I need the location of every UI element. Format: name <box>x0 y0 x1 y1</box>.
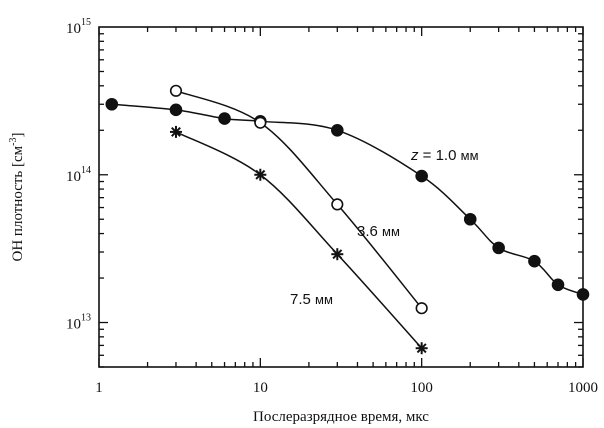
plot-frame <box>98 26 584 368</box>
asterisk-point <box>254 168 267 181</box>
open-circle-point <box>331 198 344 211</box>
fit-curve-3 <box>175 131 423 349</box>
series-label-3: 7.5 мм <box>290 291 333 308</box>
y-axis-title: OH плотность [см-3] <box>8 133 26 262</box>
filled-circle-point <box>105 97 119 111</box>
y-tick-label-exp: 13 <box>81 313 91 324</box>
open-circle-point <box>254 116 267 129</box>
asterisk-point <box>169 125 182 138</box>
filled-circle-point <box>551 278 565 292</box>
series-label-1: z = 1.0 мм <box>410 147 479 164</box>
series-label-2: 3.6 мм <box>357 223 400 240</box>
y-axis-title-base: OH плотность [см <box>10 145 26 261</box>
y-tick-label: 1015 <box>66 17 91 37</box>
asterisk-stroke <box>416 343 427 354</box>
y-tick-label: 1013 <box>66 313 91 333</box>
x-axis-title: Послеразрядное время, мкс <box>253 409 429 425</box>
filled-circle-point <box>218 112 231 125</box>
filled-circle-point <box>463 212 477 226</box>
y-tick-label-base: 10 <box>66 21 81 37</box>
fit-curves <box>111 90 584 349</box>
series-label-value: = 1.0 <box>419 147 461 164</box>
y-tick-label-exp: 14 <box>81 165 91 176</box>
x-tick-label: 1 <box>95 380 103 396</box>
fit-curve-2 <box>175 90 423 309</box>
series-label-value: 3.6 <box>357 223 382 240</box>
data-markers <box>105 84 590 355</box>
asterisk-stroke <box>255 169 266 180</box>
series-label-unit: мм <box>461 148 479 163</box>
x-axis-ticks: 1 10 100 1000 <box>95 27 598 396</box>
series-label-unit: мм <box>315 292 333 307</box>
y-tick-label-base: 10 <box>66 169 81 185</box>
series-label-value: 7.5 <box>290 291 315 308</box>
y-tick-label-exp: 15 <box>81 17 91 28</box>
filled-circle-point <box>576 288 590 301</box>
asterisk-point <box>331 248 344 261</box>
asterisk-stroke <box>171 126 181 137</box>
y-axis-title-close: ] <box>10 133 26 138</box>
y-axis-title-exp: -3 <box>8 138 19 146</box>
series-labels: z = 1.0 мм3.6 мм7.5 мм <box>290 147 479 308</box>
asterisk-point <box>415 342 428 355</box>
x-tick-label: 1000 <box>568 380 598 396</box>
asterisk-stroke <box>332 249 343 260</box>
filled-circle-point <box>169 103 183 117</box>
filled-circle-point <box>492 241 505 255</box>
y-tick-label-base: 10 <box>66 317 81 333</box>
series-label-variable: z <box>410 147 419 164</box>
filled-circle-point <box>528 254 541 268</box>
filled-circle-point <box>331 123 344 137</box>
open-circle-point <box>415 302 428 315</box>
series-label-unit: мм <box>382 224 400 239</box>
filled-circle-point <box>415 169 428 183</box>
open-circle-point <box>169 84 183 97</box>
x-tick-label: 10 <box>253 380 268 396</box>
y-tick-label: 1014 <box>66 165 91 185</box>
x-tick-label: 100 <box>410 380 433 396</box>
